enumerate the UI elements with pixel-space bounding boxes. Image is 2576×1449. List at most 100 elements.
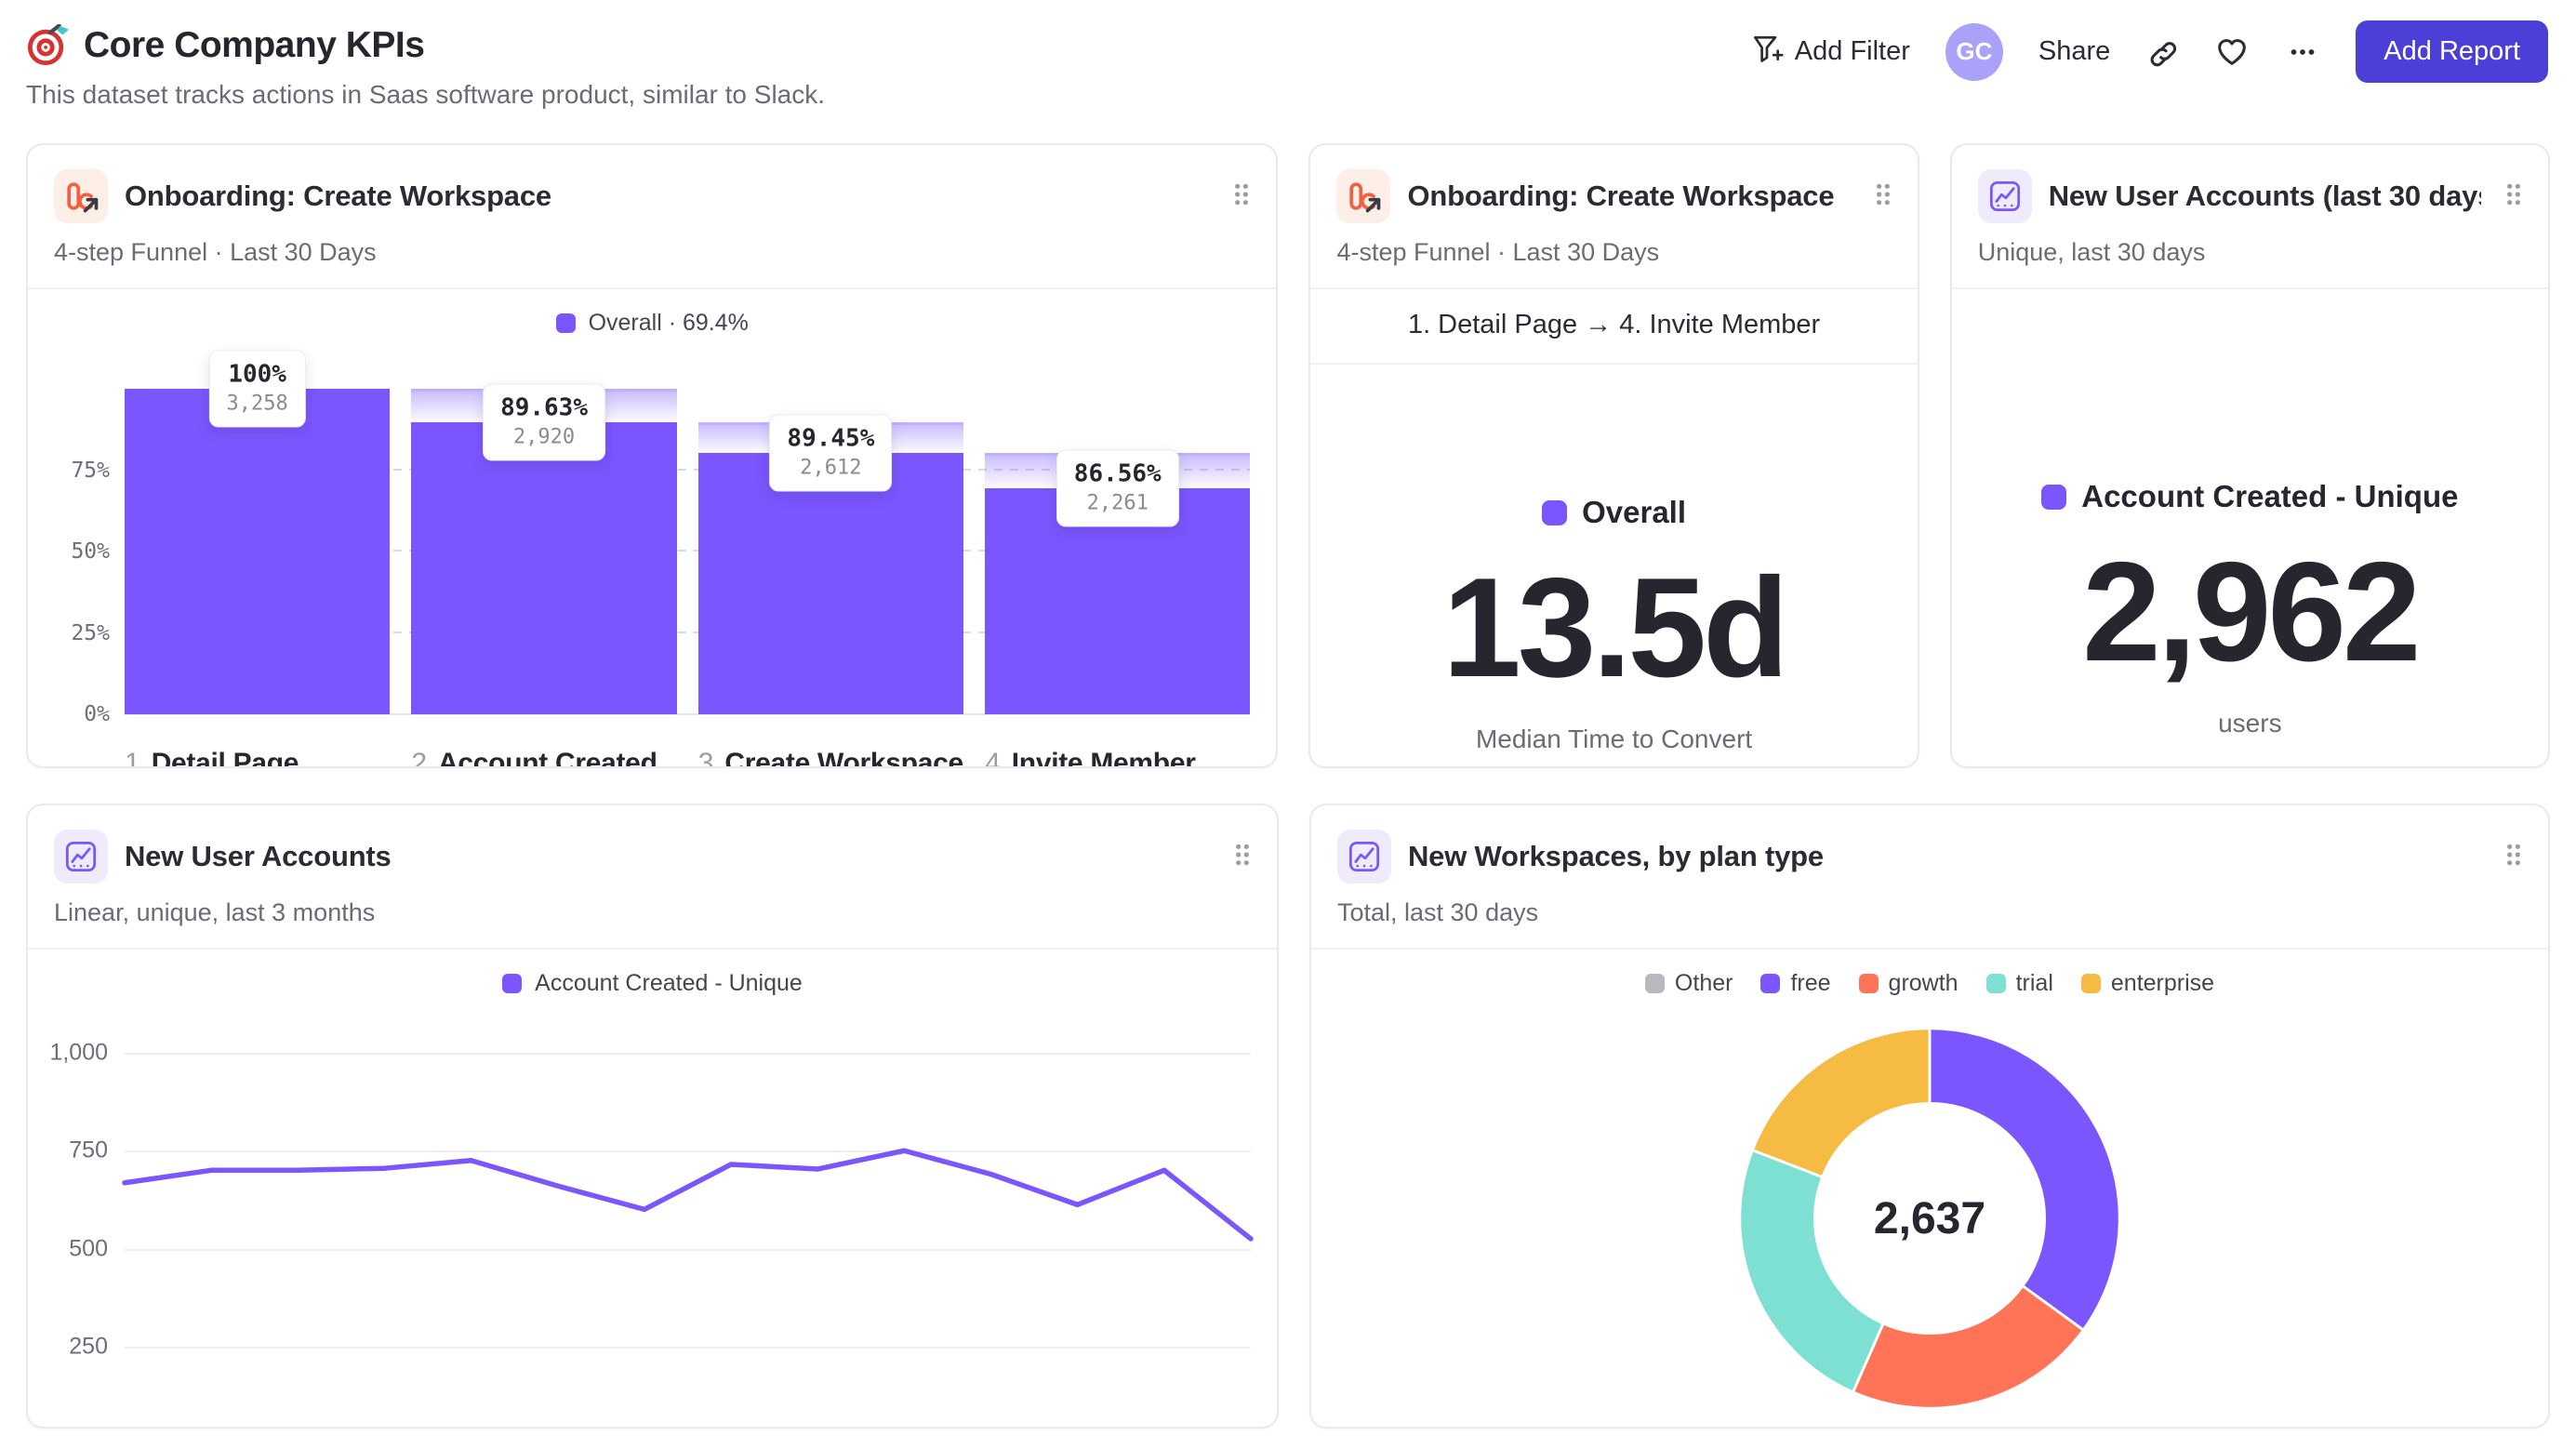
y-axis-tick-label: 75% xyxy=(71,458,110,483)
drag-handle-icon[interactable] xyxy=(1233,182,1250,211)
legend-swatch xyxy=(1542,499,1568,525)
card-subtitle: Linear, unique, last 3 months xyxy=(54,898,376,926)
metric-caption: Median Time to Convert xyxy=(1475,724,1753,753)
legend-item-enterprise[interactable]: enterprise xyxy=(2080,970,2215,997)
metric-value: 2,962 xyxy=(2082,533,2421,691)
divider xyxy=(1310,948,2548,950)
legend-item-trial[interactable]: trial xyxy=(1985,970,2053,997)
legend-item-growth[interactable]: growth xyxy=(1858,970,1959,997)
donut-chart: 2,637 xyxy=(1731,1019,2129,1417)
legend-swatch xyxy=(1760,974,1781,993)
card-time-to-convert: Onboarding: Create Workspace 4-step Funn… xyxy=(1308,143,1919,768)
funnel-step-label: 3 Create Workspace xyxy=(697,748,963,768)
funnel-value-tooltip: 100% 3,258 xyxy=(208,350,306,428)
gridline xyxy=(125,1346,1251,1349)
metric-caption: users xyxy=(2218,709,2282,738)
funnel-range-label: 1. Detail Page → 4. Invite Member xyxy=(1407,310,1821,339)
page-header: Core Company KPIs This dataset tracks ac… xyxy=(0,0,2576,110)
legend-label: Other xyxy=(1674,970,1733,996)
card-title: New User Accounts (last 30 days) xyxy=(2048,179,2481,212)
legend-swatch xyxy=(555,313,576,333)
header-actions: Add Filter GC Share Add Report xyxy=(1750,20,2548,83)
legend-label: Account Created - Unique xyxy=(535,970,803,996)
legend-item-other[interactable]: Other xyxy=(1644,970,1733,997)
insights-chart-icon xyxy=(1336,830,1391,884)
gridline xyxy=(125,1248,1251,1251)
donut-segment-enterprise[interactable] xyxy=(1750,1027,1932,1179)
legend-label: Overall · 69.4% xyxy=(588,310,749,336)
card-subtitle: 4-step Funnel · Last 30 Days xyxy=(54,238,377,266)
drag-handle-icon[interactable] xyxy=(2505,182,2522,211)
legend-swatch xyxy=(1644,974,1665,993)
gridline xyxy=(125,1053,1251,1055)
card-workspaces-pie: New Workspaces, by plan type Total, last… xyxy=(1308,804,2550,1429)
divider xyxy=(1951,287,2548,289)
avatar[interactable]: GC xyxy=(1945,22,2003,81)
funnel-value-tooltip: 89.45% 2,612 xyxy=(769,414,893,492)
insights-chart-icon xyxy=(54,830,108,884)
y-axis-tick-label: 750 xyxy=(69,1137,108,1163)
line-legend[interactable]: Account Created - Unique xyxy=(28,970,1277,997)
share-button[interactable]: Share xyxy=(2038,36,2110,67)
y-axis-tick-label: 1,000 xyxy=(49,1039,108,1066)
funnel-report-icon xyxy=(1336,169,1391,223)
donut-segment-free[interactable] xyxy=(1928,1027,2121,1332)
funnel-bar[interactable]: 100% 3,258 xyxy=(125,350,391,714)
drag-handle-icon[interactable] xyxy=(2505,843,2522,871)
legend-label: trial xyxy=(2015,970,2053,996)
drag-handle-icon[interactable] xyxy=(1234,843,1251,871)
legend-label: free xyxy=(1790,970,1831,996)
dart-target-icon xyxy=(26,23,69,67)
card-new-accounts-metric: New User Accounts (last 30 days) Unique,… xyxy=(1949,143,2550,768)
legend-label: growth xyxy=(1888,970,1959,996)
card-subtitle: Total, last 30 days xyxy=(1336,898,1539,926)
line-chart: 1,0007505002500Apr 20May 4May 18Jun 1Jun… xyxy=(49,1040,1251,1429)
y-axis-tick-label: 25% xyxy=(71,620,110,645)
funnel-value-tooltip: 89.63% 2,920 xyxy=(483,383,605,461)
y-axis-tick-label: 250 xyxy=(69,1333,108,1360)
gridline xyxy=(125,468,1251,471)
gridline xyxy=(125,1150,1251,1153)
funnel-bar[interactable]: 89.45% 2,612 xyxy=(697,389,964,714)
line-series[interactable] xyxy=(125,1053,1251,1429)
divider xyxy=(1310,363,1918,365)
funnel-step-label: 1 Detail Page xyxy=(125,748,299,768)
copy-link-icon[interactable] xyxy=(2145,35,2179,69)
card-subtitle: Unique, last 30 days xyxy=(1977,238,2206,266)
favorite-heart-icon[interactable] xyxy=(2214,34,2250,70)
card-title: New Workspaces, by plan type xyxy=(1407,840,1824,872)
filter-plus-icon xyxy=(1750,32,1784,73)
donut-segment-growth[interactable] xyxy=(1852,1284,2085,1410)
card-title: Onboarding: Create Workspace xyxy=(1407,179,1835,212)
legend-swatch xyxy=(1985,974,2006,993)
divider xyxy=(28,287,1277,289)
funnel-report-icon xyxy=(54,169,108,223)
metric-value: 13.5d xyxy=(1442,549,1789,707)
legend-label: Overall xyxy=(1582,495,1687,529)
x-axis-line xyxy=(125,713,1251,715)
drag-handle-icon[interactable] xyxy=(1875,182,1892,211)
add-report-button[interactable]: Add Report xyxy=(2356,20,2548,83)
card-title: Onboarding: Create Workspace xyxy=(125,179,551,212)
page-subtitle: This dataset tracks actions in Saas soft… xyxy=(26,80,826,109)
page-title: Core Company KPIs xyxy=(84,25,425,65)
y-axis-tick-label: 50% xyxy=(71,539,110,564)
funnel-bar[interactable]: 86.56% 2,261 xyxy=(985,389,1251,714)
metric-legend[interactable]: Account Created - Unique xyxy=(2041,479,2458,514)
funnel-step-label: 2 Account Created xyxy=(411,748,657,768)
funnel-bar[interactable]: 89.63% 2,920 xyxy=(411,383,677,714)
legend-label: Account Created - Unique xyxy=(2081,479,2459,513)
donut-segment-trial[interactable] xyxy=(1738,1149,1885,1394)
legend-swatch xyxy=(502,974,523,993)
legend-swatch xyxy=(2080,974,2101,993)
funnel-legend[interactable]: Overall · 69.4% xyxy=(28,310,1276,337)
y-axis-tick-label: 500 xyxy=(69,1235,108,1261)
legend-label: enterprise xyxy=(2110,970,2215,996)
more-options-icon[interactable] xyxy=(2285,34,2320,70)
funnel-bar-fill xyxy=(125,389,391,714)
legend-item-free[interactable]: free xyxy=(1760,970,1831,997)
metric-legend[interactable]: Overall xyxy=(1542,495,1686,530)
add-filter-label: Add Filter xyxy=(1794,36,1910,66)
add-filter-button[interactable]: Add Filter xyxy=(1750,32,1910,73)
funnel-x-axis: 1 Detail Page 2 Account Created 3 Create… xyxy=(125,748,1250,768)
